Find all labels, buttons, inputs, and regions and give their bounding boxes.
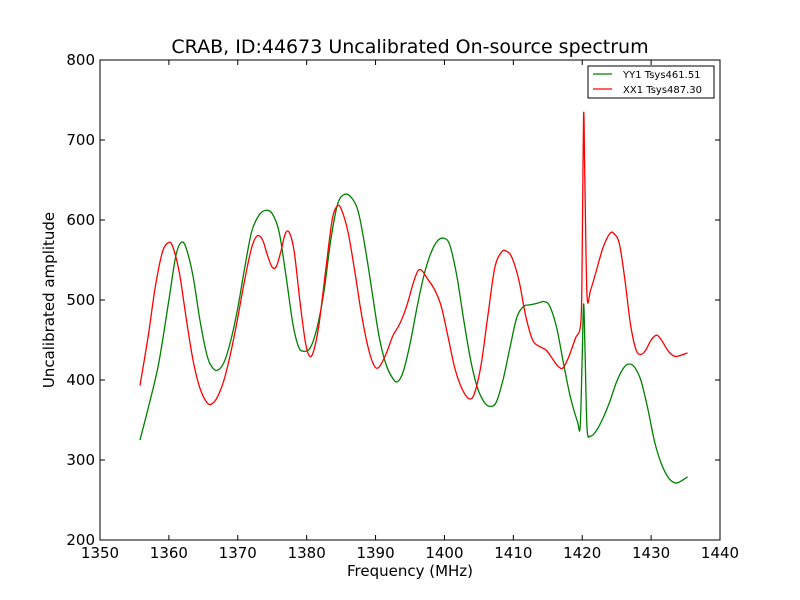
- y-tick-label: 300: [66, 451, 95, 469]
- legend-label-xx1: XX1 Tsys487.30: [623, 85, 702, 96]
- legend-box: [587, 65, 715, 99]
- legend-label-yy1: YY1 Tsys461.51: [622, 70, 701, 81]
- x-tick-label: 1410: [494, 544, 532, 562]
- y-axis-label: Uncalibrated amplitude: [40, 212, 58, 388]
- x-tick-label: 1360: [150, 544, 188, 562]
- series-line-xx1: [139, 111, 688, 406]
- x-tick-label: 1380: [288, 544, 326, 562]
- y-tick-label: 500: [66, 291, 95, 309]
- x-axis-label: Frequency (MHz): [347, 562, 473, 580]
- series-layer: [139, 111, 688, 484]
- chart-title: CRAB, ID:44673 Uncalibrated On-source sp…: [171, 36, 648, 58]
- y-tick-label: 200: [66, 531, 95, 549]
- tick-layer: 1350 1360 1370 1380 1390 1400 1410 1420 1430 1440…: [66, 51, 739, 562]
- y-tick-label: 600: [66, 211, 95, 229]
- x-tick-label: 1370: [219, 544, 257, 562]
- x-tick-label: 1390: [356, 544, 394, 562]
- x-tick-label: 1400: [425, 544, 463, 562]
- plot-area: [100, 60, 720, 540]
- x-tick-label: 1420: [563, 544, 601, 562]
- y-tick-label: 400: [66, 371, 95, 389]
- x-tick-label: 1430: [632, 544, 670, 562]
- legend: YY1 Tsys461.51 XX1 Tsys487.30: [587, 65, 715, 99]
- x-tick-label: 1440: [701, 544, 739, 562]
- series-line-yy1: [139, 193, 688, 484]
- x-tick-label: 1350: [81, 544, 119, 562]
- y-tick-label: 700: [66, 131, 95, 149]
- plot-frame: [99, 59, 721, 541]
- y-tick-label: 800: [66, 51, 95, 69]
